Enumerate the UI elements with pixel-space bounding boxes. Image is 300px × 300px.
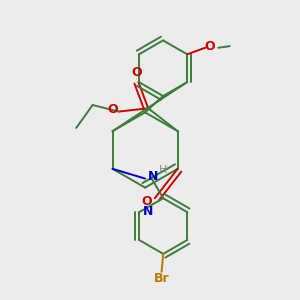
Text: N: N: [148, 170, 159, 184]
Text: O: O: [205, 40, 215, 52]
Text: O: O: [141, 195, 152, 208]
Text: H: H: [159, 165, 167, 176]
Text: Br: Br: [154, 272, 170, 285]
Text: O: O: [108, 103, 118, 116]
Text: O: O: [131, 66, 142, 79]
Text: N: N: [143, 205, 154, 218]
